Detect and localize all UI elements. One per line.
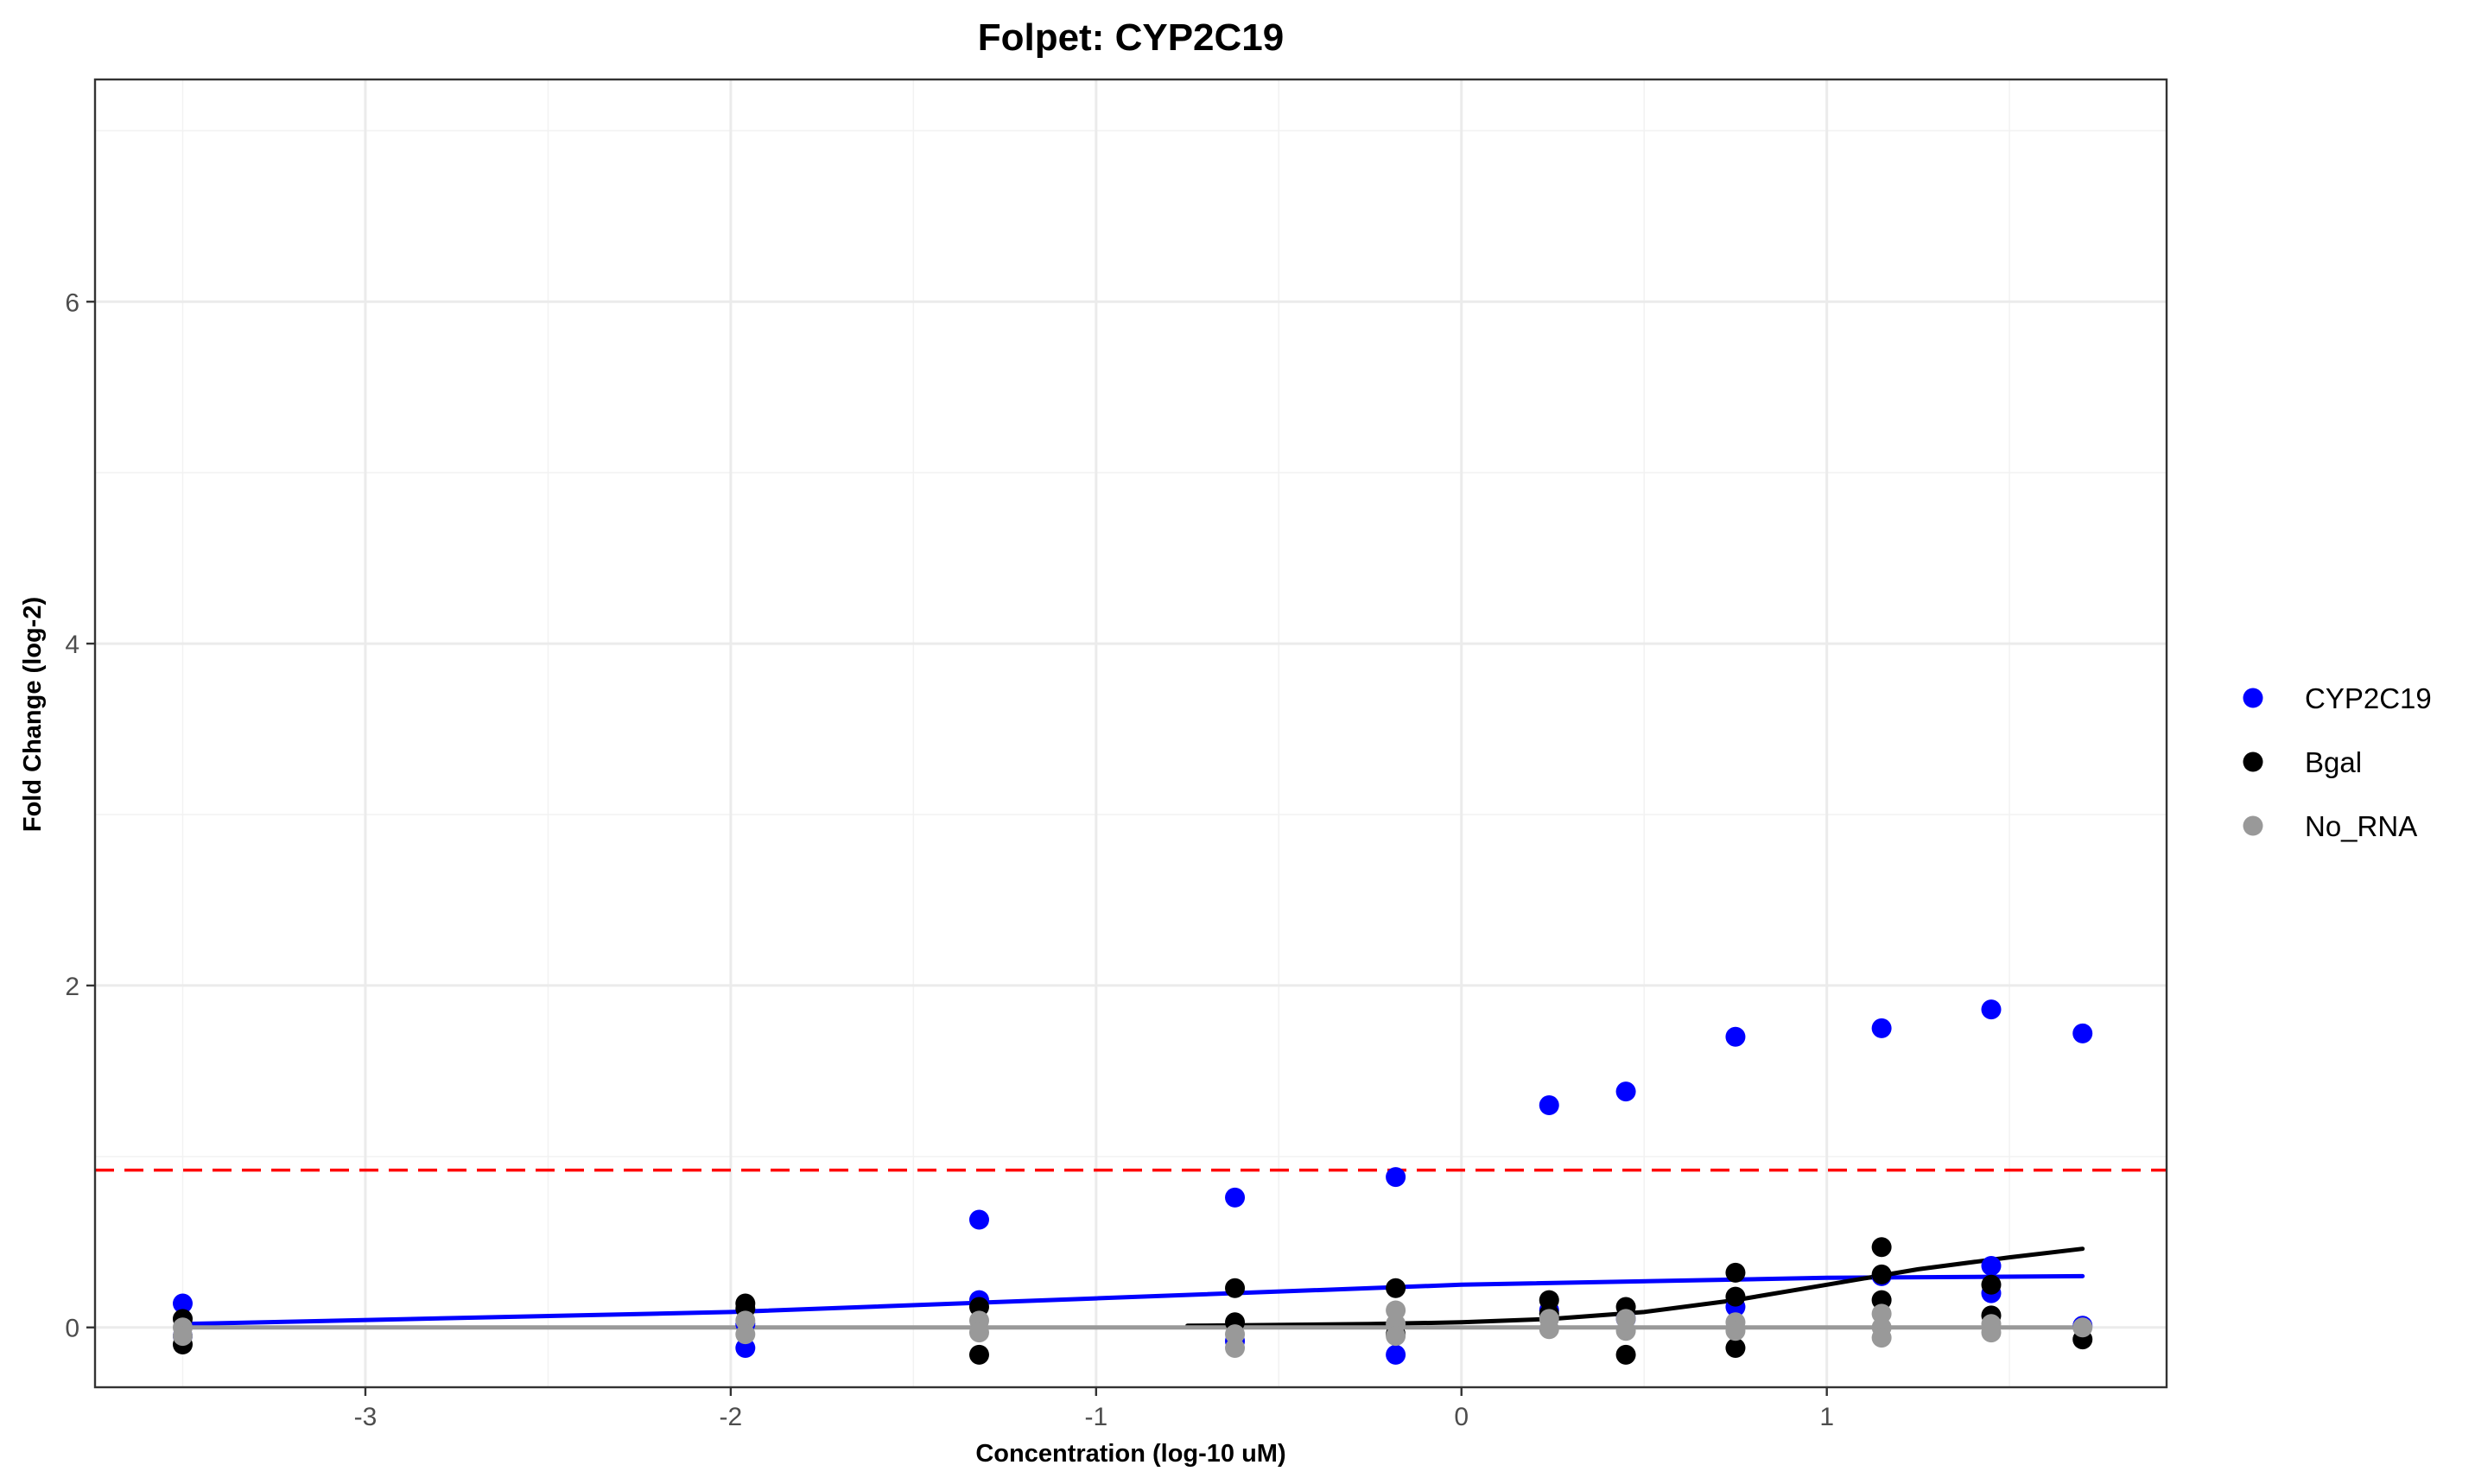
y-tick-label: 2 bbox=[65, 973, 79, 1001]
data-point-no-rna bbox=[735, 1310, 756, 1331]
y-tick-label: 6 bbox=[65, 289, 79, 317]
legend-label-bgal: Bgal bbox=[2305, 746, 2362, 778]
data-point-cyp2c19 bbox=[1871, 1018, 1892, 1038]
data-point-no-rna bbox=[1981, 1322, 2002, 1343]
legend: CYP2C19 Bgal No_RNA bbox=[2243, 682, 2432, 842]
data-point-cyp2c19 bbox=[1386, 1167, 1406, 1188]
data-point-no-rna bbox=[1615, 1321, 1636, 1341]
legend-label-no-rna: No_RNA bbox=[2305, 810, 2417, 842]
y-axis-title: Fold Change (log-2) bbox=[19, 597, 47, 832]
data-points bbox=[173, 999, 2093, 1365]
data-point-bgal bbox=[1725, 1262, 1746, 1283]
x-tick-label: -3 bbox=[354, 1403, 378, 1431]
data-point-cyp2c19 bbox=[1386, 1344, 1406, 1365]
data-point-cyp2c19 bbox=[1981, 999, 2002, 1020]
x-tick-label: 1 bbox=[1819, 1403, 1834, 1431]
data-point-bgal bbox=[1539, 1290, 1559, 1310]
data-point-bgal bbox=[968, 1344, 989, 1365]
data-point-no-rna bbox=[1386, 1300, 1406, 1321]
data-point-cyp2c19 bbox=[1725, 1026, 1746, 1047]
minor-grid bbox=[95, 79, 2167, 1387]
data-point-no-rna bbox=[1225, 1324, 1246, 1345]
data-point-bgal bbox=[968, 1297, 989, 1317]
y-tick-label: 4 bbox=[65, 631, 79, 659]
data-point-bgal bbox=[1725, 1337, 1746, 1358]
data-point-cyp2c19 bbox=[735, 1337, 756, 1358]
data-point-cyp2c19 bbox=[1225, 1187, 1246, 1208]
data-point-no-rna bbox=[1225, 1337, 1246, 1358]
data-point-bgal bbox=[1725, 1286, 1746, 1307]
data-point-cyp2c19 bbox=[1615, 1081, 1636, 1102]
y-axis: 0 2 4 6 bbox=[65, 289, 95, 1343]
data-point-bgal bbox=[1871, 1290, 1892, 1310]
x-tick-label: 0 bbox=[1454, 1403, 1469, 1431]
data-point-no-rna bbox=[1725, 1321, 1746, 1341]
data-point-no-rna bbox=[2072, 1317, 2093, 1338]
data-point-no-rna bbox=[1871, 1303, 1892, 1324]
data-point-cyp2c19 bbox=[1539, 1094, 1559, 1115]
plot-panel bbox=[95, 79, 2167, 1387]
fit-line-bgal bbox=[1185, 1246, 2085, 1329]
data-point-cyp2c19 bbox=[2072, 1023, 2093, 1043]
legend-key-cyp2c19 bbox=[2243, 688, 2263, 708]
data-point-bgal bbox=[1871, 1237, 1892, 1258]
data-point-bgal bbox=[1615, 1344, 1636, 1365]
data-point-no-rna bbox=[735, 1324, 756, 1345]
x-axis-title: Concentration (log-10 uM) bbox=[975, 1440, 1285, 1468]
fit-lines bbox=[181, 1246, 2085, 1330]
x-tick-label: -2 bbox=[720, 1403, 743, 1431]
legend-key-bgal bbox=[2243, 752, 2263, 772]
data-point-no-rna bbox=[968, 1322, 989, 1343]
data-point-bgal bbox=[1871, 1264, 1892, 1284]
data-point-cyp2c19 bbox=[1981, 1255, 2002, 1276]
y-tick-label: 0 bbox=[65, 1315, 79, 1343]
x-axis: -3 -2 -1 0 1 bbox=[354, 1387, 1834, 1431]
plot-border bbox=[93, 78, 2168, 1389]
x-tick-label: -1 bbox=[1084, 1403, 1107, 1431]
data-point-bgal bbox=[1981, 1274, 2002, 1295]
data-point-cyp2c19 bbox=[968, 1209, 989, 1230]
data-point-no-rna bbox=[1386, 1326, 1406, 1347]
legend-label-cyp2c19: CYP2C19 bbox=[2305, 682, 2432, 714]
data-point-bgal bbox=[1225, 1278, 1246, 1298]
data-point-cyp2c19 bbox=[173, 1293, 194, 1314]
data-point-bgal bbox=[1386, 1278, 1406, 1298]
data-point-no-rna bbox=[173, 1326, 194, 1347]
data-point-no-rna bbox=[1871, 1328, 1892, 1348]
data-point-no-rna bbox=[1539, 1319, 1559, 1340]
chart-title: Folpet: CYP2C19 bbox=[978, 16, 1285, 59]
legend-key-no-rna bbox=[2243, 815, 2263, 836]
